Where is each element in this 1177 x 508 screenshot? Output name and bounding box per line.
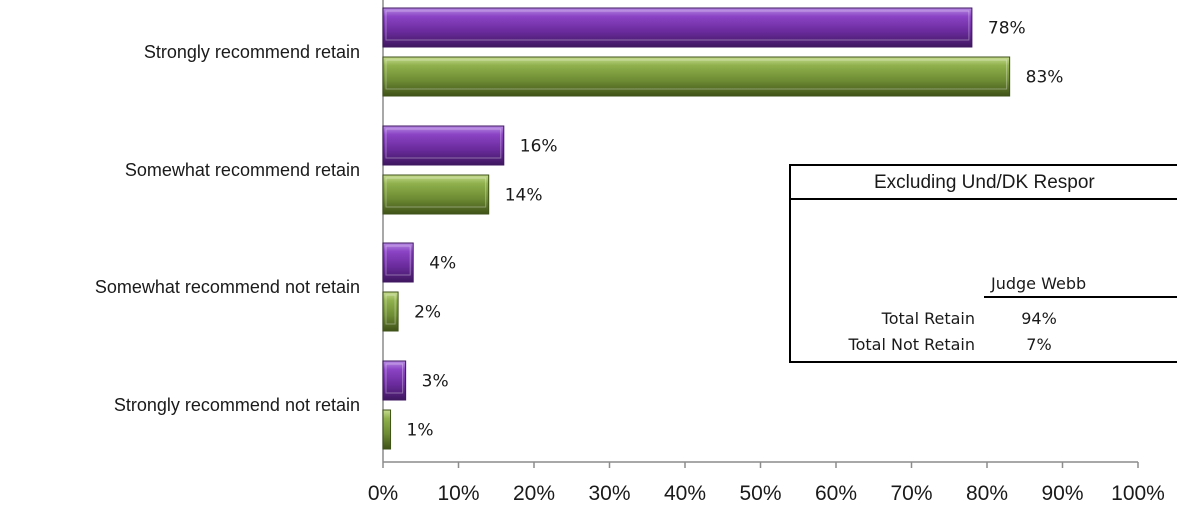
x-tick-label: 50% — [739, 482, 781, 505]
bar-series-2 — [382, 291, 399, 332]
category-label: Strongly recommend not retain — [114, 395, 360, 415]
x-tick-label: 80% — [966, 482, 1008, 505]
data-label: 4% — [429, 254, 456, 274]
x-tick-label: 20% — [513, 482, 555, 505]
bar-series-1 — [382, 360, 407, 401]
x-tick-label: 40% — [664, 482, 706, 505]
x-tick-label: 100% — [1111, 482, 1165, 505]
data-label: 1% — [407, 421, 434, 441]
bar-series-2 — [382, 174, 490, 215]
summary-row-label: Total Not Retain — [848, 335, 975, 354]
data-label: 83% — [1026, 68, 1064, 88]
bar-highlight — [385, 59, 1008, 90]
x-tick-label: 10% — [437, 482, 479, 505]
x-tick-label: 0% — [368, 482, 398, 505]
summary-row-total-not-retain: Total Not Retain 7% — [791, 332, 1177, 358]
bar-series-1 — [382, 242, 414, 283]
category-label: Somewhat recommend retain — [125, 160, 360, 180]
data-label: 3% — [422, 372, 449, 392]
summary-row-label: Total Retain — [881, 309, 975, 328]
summary-row-value: 7% — [1026, 335, 1052, 354]
excluding-und-dk-summary-table: Excluding Und/DK Respor Judge Webb Total… — [789, 164, 1177, 363]
data-label: 2% — [414, 303, 441, 323]
bar-series-1 — [382, 125, 505, 166]
category-label: Strongly recommend retain — [144, 42, 360, 62]
bar-series-2 — [382, 56, 1011, 97]
category-label: Somewhat recommend not retain — [95, 277, 360, 297]
x-tick-label: 90% — [1041, 482, 1083, 505]
bar-highlight — [385, 128, 502, 159]
summary-table-title: Excluding Und/DK Respor — [791, 166, 1177, 200]
bar-highlight — [385, 177, 487, 208]
data-label: 78% — [988, 19, 1026, 39]
bar-highlight — [385, 245, 411, 276]
x-tick-label: 70% — [890, 482, 932, 505]
x-tick-label: 60% — [815, 482, 857, 505]
summary-column-header: Judge Webb — [984, 272, 1177, 298]
data-label: 14% — [505, 186, 543, 206]
summary-row-value: 94% — [1021, 309, 1057, 328]
bar-series-1 — [382, 7, 973, 48]
bar-highlight — [385, 363, 404, 394]
x-tick-label: 30% — [588, 482, 630, 505]
bar-highlight — [385, 10, 970, 41]
summary-row-total-retain: Total Retain 94% — [791, 306, 1177, 332]
data-label: 16% — [520, 137, 558, 157]
bar-series-2 — [382, 409, 392, 450]
bar-highlight — [385, 294, 396, 325]
